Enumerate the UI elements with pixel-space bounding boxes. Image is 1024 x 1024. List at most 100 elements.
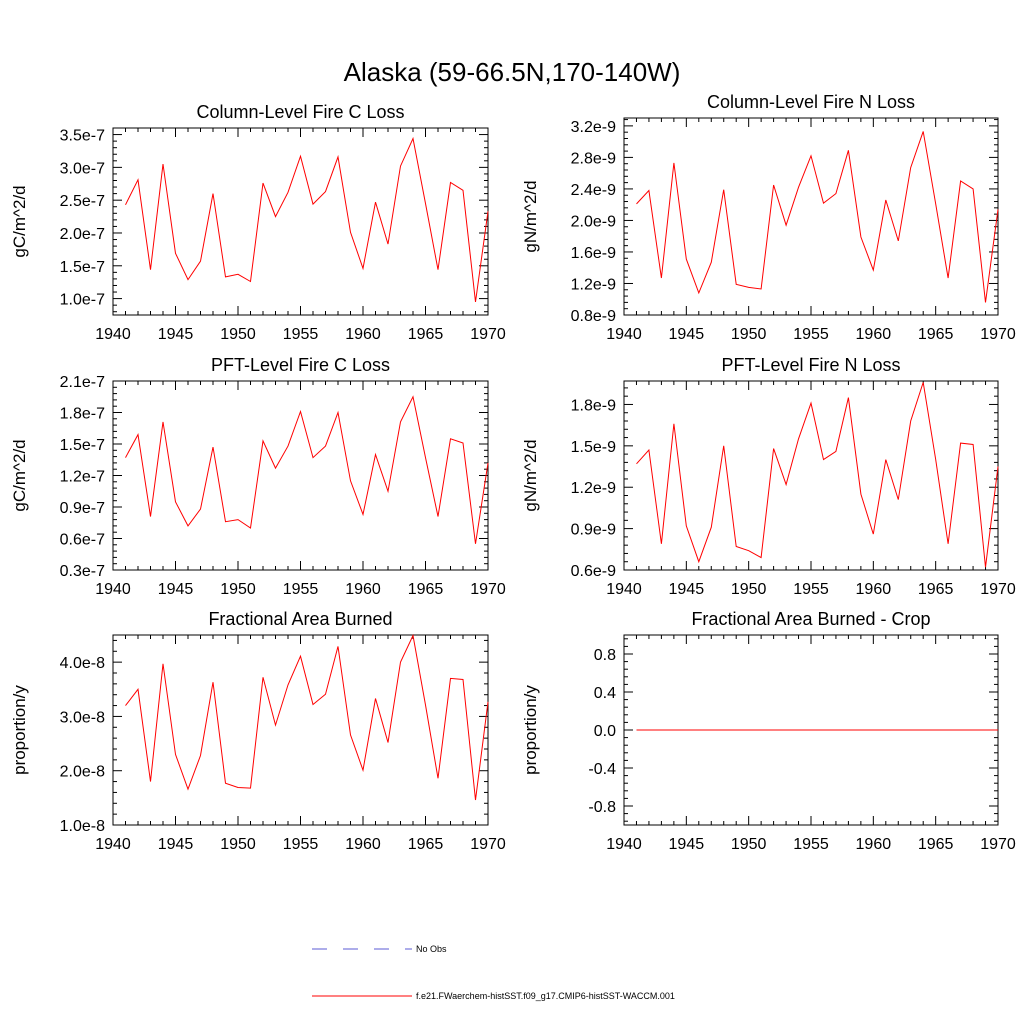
x-tick-label: 1970 — [470, 836, 506, 853]
x-tick-label: 1945 — [669, 326, 705, 343]
x-tick-label: 1970 — [470, 326, 506, 343]
legend: No Obs f.e21.FWaerchem-histSST.f09_g17.C… — [312, 944, 675, 1001]
y-axis-label: proportion/y — [521, 685, 540, 775]
x-tick-label: 1970 — [980, 326, 1016, 343]
y-axis-label: gC/m^2/d — [10, 439, 29, 511]
y-tick-label: 2.1e-7 — [60, 374, 105, 391]
y-tick-label: 0.8e-9 — [571, 308, 616, 325]
y-tick-label: 1.8e-7 — [60, 406, 105, 423]
y-tick-label: 0.4 — [594, 685, 616, 702]
y-tick-label: 1.6e-9 — [571, 245, 616, 262]
plot-frame — [112, 634, 489, 826]
x-tick-label: 1960 — [345, 836, 381, 853]
series-line — [636, 382, 999, 568]
y-tick-label: 0.9e-9 — [571, 522, 616, 539]
x-tick-label: 1965 — [918, 581, 954, 598]
y-tick-label: 2.5e-7 — [60, 193, 105, 210]
chart-panel-5: Fractional Area Burned proportion/y 1940 19… — [10, 609, 506, 853]
y-tick-label: 2.0e-8 — [60, 764, 105, 781]
y-tick-label: 3.0e-7 — [60, 160, 105, 177]
y-tick-label: 1.0e-8 — [60, 818, 105, 835]
x-tick-label: 1965 — [408, 581, 444, 598]
y-tick-label: 0.9e-7 — [60, 500, 105, 517]
panel-title: Fractional Area Burned — [208, 609, 392, 629]
y-tick-label: 3.2e-9 — [571, 119, 616, 136]
panel-title: Column-Level Fire C Loss — [196, 102, 404, 122]
y-tick-label: 1.5e-9 — [571, 439, 616, 456]
panels: Column-Level Fire C Loss gC/m^2/d 1940 1945… — [10, 92, 1016, 853]
figure-title: Alaska (59-66.5N,170-140W) — [344, 57, 681, 87]
x-tick-label: 1945 — [669, 836, 705, 853]
x-tick-label: 1965 — [918, 836, 954, 853]
x-tick-label: 1960 — [345, 581, 381, 598]
series-line — [125, 633, 489, 801]
x-tick-label: 1955 — [793, 326, 829, 343]
x-tick-label: 1955 — [283, 836, 319, 853]
x-tick-label: 1940 — [606, 836, 642, 853]
y-tick-label: 0.8 — [594, 647, 616, 664]
y-tick-label: 2.0e-7 — [60, 226, 105, 243]
panel-title: Column-Level Fire N Loss — [707, 92, 915, 112]
plot-frame — [623, 117, 999, 316]
y-axis-label: proportion/y — [10, 685, 29, 775]
y-tick-label: 0.0 — [594, 723, 616, 740]
series-line — [125, 136, 489, 302]
panel-title: PFT-Level Fire N Loss — [721, 355, 900, 375]
y-tick-label: 1.0e-7 — [60, 292, 105, 309]
x-tick-label: 1970 — [470, 581, 506, 598]
x-tick-label: 1945 — [158, 326, 194, 343]
y-tick-label: -0.8 — [588, 799, 616, 816]
x-tick-label: 1965 — [918, 326, 954, 343]
y-axis-label: gN/m^2/d — [521, 180, 540, 252]
chart-panel-4: PFT-Level Fire N Loss gN/m^2/d 1940 1945 195… — [521, 355, 1016, 598]
x-tick-label: 1945 — [669, 581, 705, 598]
y-tick-label: 2.0e-9 — [571, 213, 616, 230]
x-tick-label: 1960 — [856, 326, 892, 343]
panel-title: PFT-Level Fire C Loss — [211, 355, 390, 375]
series-line — [636, 131, 999, 303]
x-tick-label: 1970 — [980, 836, 1016, 853]
x-tick-label: 1965 — [408, 836, 444, 853]
y-tick-label: 1.2e-7 — [60, 469, 105, 486]
x-tick-label: 1950 — [731, 326, 767, 343]
y-tick-label: 1.5e-7 — [60, 259, 105, 276]
chart-panel-6: Fractional Area Burned - Crop proportion/… — [521, 609, 1016, 853]
x-tick-label: 1960 — [856, 581, 892, 598]
plot-frame — [112, 380, 489, 571]
y-tick-label: 1.8e-9 — [571, 397, 616, 414]
x-tick-label: 1940 — [95, 581, 131, 598]
x-tick-label: 1950 — [731, 836, 767, 853]
x-tick-label: 1960 — [345, 326, 381, 343]
legend-label-no-obs: No Obs — [416, 944, 447, 954]
series-line — [125, 395, 489, 544]
y-axis-label: gC/m^2/d — [10, 185, 29, 257]
x-tick-label: 1945 — [158, 836, 194, 853]
y-tick-label: 1.5e-7 — [60, 437, 105, 454]
x-tick-label: 1950 — [731, 581, 767, 598]
y-tick-label: 0.3e-7 — [60, 563, 105, 580]
x-tick-label: 1955 — [793, 836, 829, 853]
x-tick-label: 1970 — [980, 581, 1016, 598]
chart-panel-2: Column-Level Fire N Loss gN/m^2/d 1940 1945… — [521, 92, 1016, 343]
y-tick-label: 1.2e-9 — [571, 480, 616, 497]
x-tick-label: 1960 — [856, 836, 892, 853]
x-tick-label: 1955 — [283, 581, 319, 598]
x-tick-label: 1955 — [793, 581, 829, 598]
x-tick-label: 1940 — [95, 326, 131, 343]
x-tick-label: 1950 — [220, 581, 256, 598]
chart-panel-1: Column-Level Fire C Loss gC/m^2/d 1940 1945… — [10, 102, 506, 343]
y-tick-label: 3.5e-7 — [60, 128, 105, 145]
x-tick-label: 1955 — [283, 326, 319, 343]
x-tick-label: 1965 — [408, 326, 444, 343]
x-tick-label: 1950 — [220, 326, 256, 343]
y-tick-label: 0.6e-9 — [571, 563, 616, 580]
y-axis-label: gN/m^2/d — [521, 439, 540, 511]
y-tick-label: 2.4e-9 — [571, 182, 616, 199]
x-tick-label: 1940 — [606, 326, 642, 343]
panel-title: Fractional Area Burned - Crop — [691, 609, 930, 629]
y-tick-label: -0.4 — [588, 761, 616, 778]
y-tick-label: 4.0e-8 — [60, 655, 105, 672]
legend-label-model-run: f.e21.FWaerchem-histSST.f09_g17.CMIP6-hi… — [416, 991, 675, 1001]
x-tick-label: 1940 — [95, 836, 131, 853]
